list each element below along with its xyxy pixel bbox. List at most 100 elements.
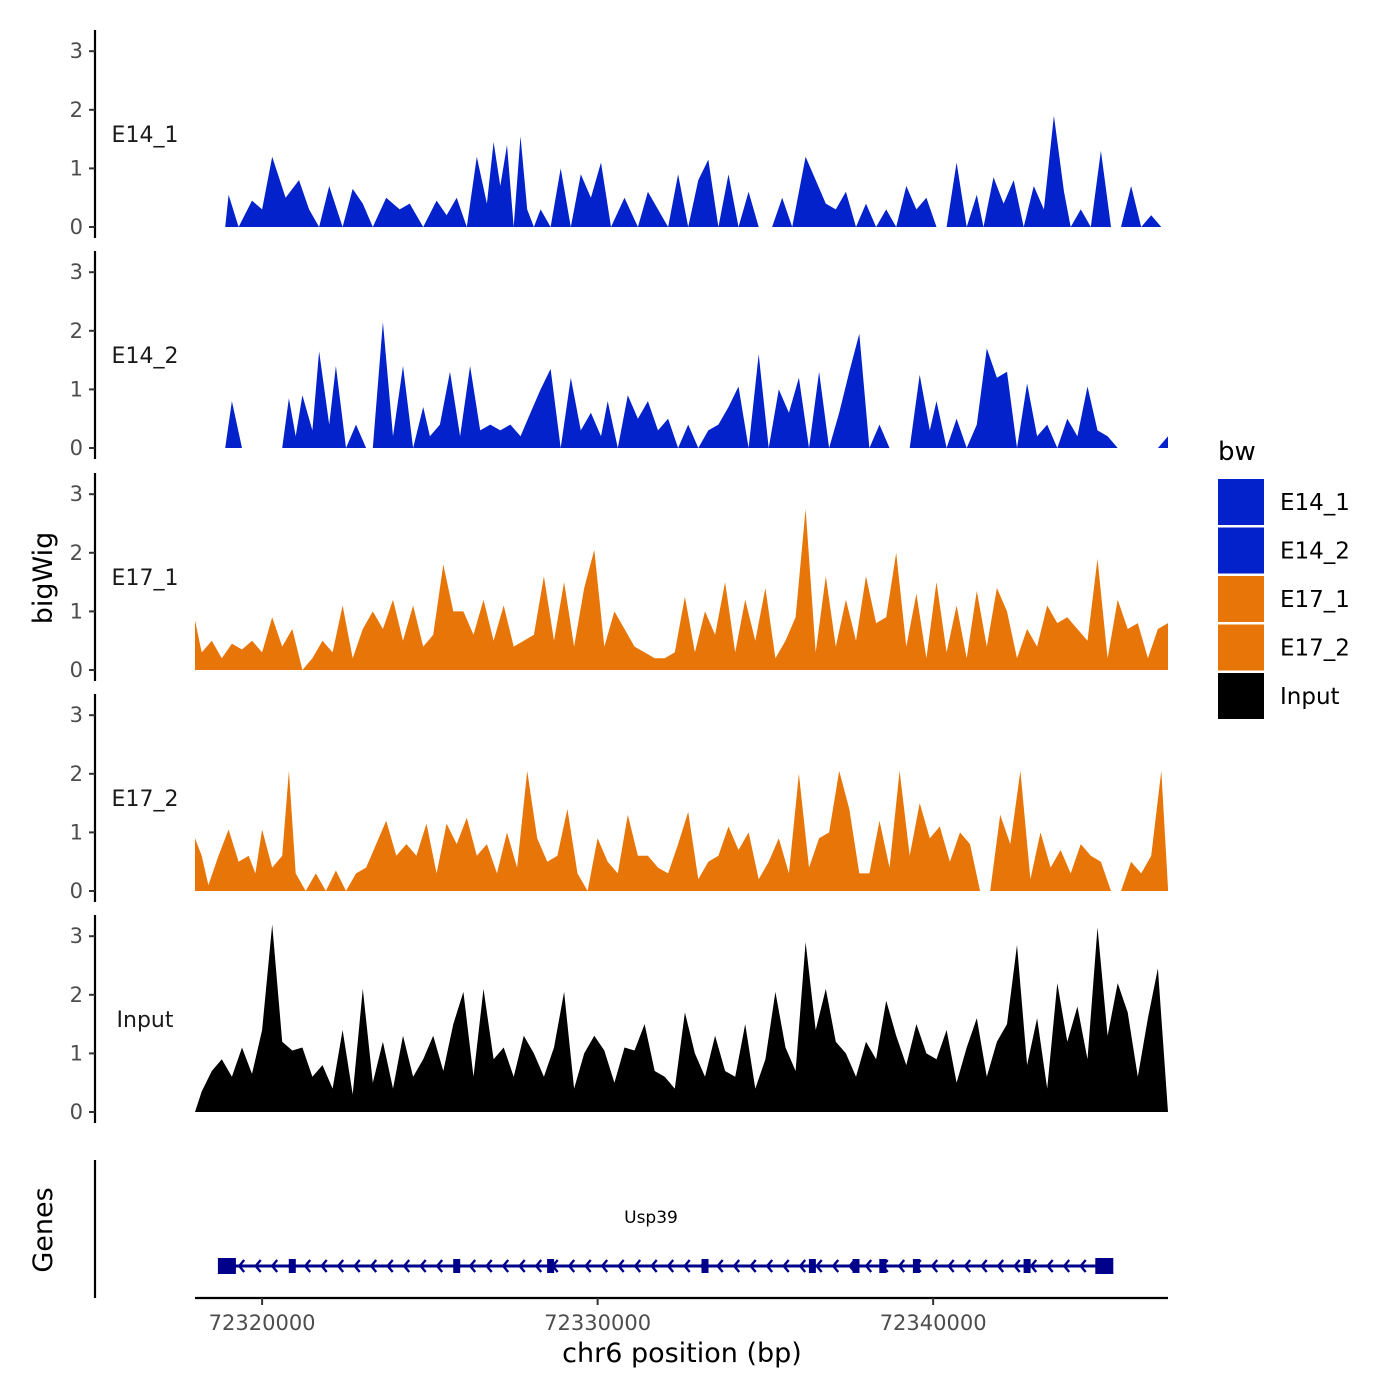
strand-arrow-icon bbox=[1046, 1259, 1054, 1273]
gene-track-title: Genes bbox=[28, 1187, 59, 1272]
signal-area bbox=[195, 770, 1168, 891]
strand-arrow-icon bbox=[633, 1259, 642, 1273]
strand-arrow-icon bbox=[353, 1259, 361, 1273]
exon bbox=[852, 1259, 860, 1273]
strand-arrow-icon bbox=[980, 1259, 988, 1273]
strand-arrow-icon bbox=[518, 1259, 526, 1273]
legend-label: E17_1 bbox=[1280, 587, 1350, 613]
legend: bw E14_1 E14_2 E17_1 E17_2 Input bbox=[1218, 437, 1350, 719]
track-label: E14_1 bbox=[112, 123, 179, 148]
y-tick-label: 3 bbox=[70, 482, 83, 506]
y-tick-label: 1 bbox=[70, 1041, 83, 1065]
legend-title: bw bbox=[1218, 437, 1256, 467]
legend-key bbox=[1218, 479, 1264, 525]
strand-arrow-icon bbox=[798, 1259, 807, 1273]
track-label: E14_2 bbox=[112, 344, 179, 369]
x-tick-label: 72320000 bbox=[209, 1311, 316, 1335]
y-tick-label: 0 bbox=[70, 436, 83, 460]
strand-arrow-icon bbox=[254, 1259, 262, 1273]
y-tick-label: 3 bbox=[70, 39, 83, 63]
y-tick-label: 2 bbox=[70, 983, 83, 1007]
y-tick-label: 3 bbox=[70, 703, 83, 727]
strand-arrow-icon bbox=[930, 1259, 939, 1273]
y-tick-label: 3 bbox=[70, 924, 83, 948]
exon bbox=[912, 1259, 920, 1273]
exon bbox=[453, 1259, 461, 1273]
track-e17-2: 0 1 2 3 E17_2 bbox=[70, 694, 1168, 903]
strand-arrow-icon bbox=[468, 1259, 477, 1273]
legend-label: Input bbox=[1280, 684, 1340, 710]
strand-arrow-icon bbox=[1029, 1259, 1038, 1273]
strand-arrow-icon bbox=[1062, 1259, 1071, 1273]
y-tick-label: 0 bbox=[70, 658, 83, 682]
y-tick-label: 2 bbox=[70, 762, 83, 786]
track-label: E17_2 bbox=[112, 787, 179, 812]
strand-arrow-icon bbox=[683, 1259, 691, 1273]
signal-area bbox=[225, 322, 1168, 448]
exon bbox=[217, 1258, 236, 1274]
exon bbox=[808, 1259, 816, 1273]
legend-label: E14_2 bbox=[1280, 539, 1350, 565]
signal-area bbox=[195, 508, 1168, 670]
strand-arrow-icon bbox=[369, 1259, 378, 1273]
exon bbox=[288, 1259, 296, 1273]
bigwig-tracks: 0 1 2 3 E14_1 0 1 2 3 E14_2 0 1 2 3 E17_1 0 1 2 3 E17_2 0 1 2 3… bbox=[70, 30, 1168, 1124]
strand-arrow-icon bbox=[567, 1259, 576, 1273]
track-e14-1: 0 1 2 3 E14_1 bbox=[70, 30, 1168, 239]
legend-label: E17_2 bbox=[1280, 636, 1350, 662]
y-tick-label: 2 bbox=[70, 319, 83, 343]
strand-arrow-icon bbox=[336, 1259, 345, 1273]
strand-arrow-icon bbox=[1079, 1259, 1087, 1273]
strand-arrow-icon bbox=[617, 1259, 625, 1273]
strand-arrow-icon bbox=[996, 1259, 1005, 1273]
x-tick-label: 72330000 bbox=[544, 1311, 651, 1335]
strand-arrow-icon bbox=[732, 1259, 741, 1273]
strand-arrow-icon bbox=[1013, 1259, 1021, 1273]
strand-arrow-icon bbox=[419, 1259, 427, 1273]
strand-arrow-icon bbox=[650, 1259, 658, 1273]
exon bbox=[701, 1259, 709, 1273]
strand-arrow-icon bbox=[963, 1259, 972, 1273]
strand-arrow-icon bbox=[749, 1259, 757, 1273]
y-tick-label: 2 bbox=[70, 98, 83, 122]
strand-arrow-icon bbox=[485, 1259, 493, 1273]
y-tick-label: 0 bbox=[70, 215, 83, 239]
y-tick-label: 1 bbox=[70, 377, 83, 401]
exon bbox=[879, 1259, 887, 1273]
legend-key bbox=[1218, 673, 1264, 719]
x-axis-title: chr6 position (bp) bbox=[562, 1338, 802, 1369]
y-tick-label: 3 bbox=[70, 260, 83, 284]
strand-arrow-icon bbox=[782, 1259, 790, 1273]
legend-label: E14_1 bbox=[1280, 490, 1350, 516]
exon bbox=[1023, 1259, 1031, 1273]
signal-area bbox=[195, 924, 1168, 1112]
x-tick-label: 72340000 bbox=[880, 1311, 987, 1335]
legend-key bbox=[1218, 576, 1264, 622]
track-e14-2: 0 1 2 3 E14_2 bbox=[70, 251, 1168, 460]
y-tick-label: 1 bbox=[70, 820, 83, 844]
legend-key bbox=[1218, 624, 1264, 671]
gene-track: Usp39 bbox=[93, 1160, 1114, 1298]
strand-arrow-icon bbox=[815, 1259, 823, 1273]
strand-arrow-icon bbox=[320, 1259, 328, 1273]
strand-arrow-icon bbox=[716, 1259, 724, 1273]
y-tick-label: 2 bbox=[70, 541, 83, 565]
y-tick-label: 0 bbox=[70, 1100, 83, 1124]
exon bbox=[547, 1259, 555, 1273]
y-axis-title: bigWig bbox=[28, 532, 59, 625]
y-tick-label: 1 bbox=[70, 156, 83, 180]
strand-arrow-icon bbox=[600, 1259, 609, 1273]
y-tick-label: 1 bbox=[70, 599, 83, 623]
y-tick-label: 0 bbox=[70, 879, 83, 903]
strand-arrow-icon bbox=[864, 1259, 873, 1273]
strand-arrow-icon bbox=[947, 1259, 955, 1273]
track-label: E17_1 bbox=[112, 566, 179, 591]
gene-name: Usp39 bbox=[624, 1208, 678, 1228]
track-e17-1: 0 1 2 3 E17_1 bbox=[70, 473, 1168, 682]
strand-arrow-icon bbox=[765, 1259, 774, 1273]
strand-arrow-icon bbox=[897, 1259, 906, 1273]
strand-arrow-icon bbox=[303, 1259, 312, 1273]
strand-arrow-icon bbox=[402, 1259, 411, 1273]
x-axis: 72320000 72330000 72340000 bbox=[195, 1296, 1168, 1335]
